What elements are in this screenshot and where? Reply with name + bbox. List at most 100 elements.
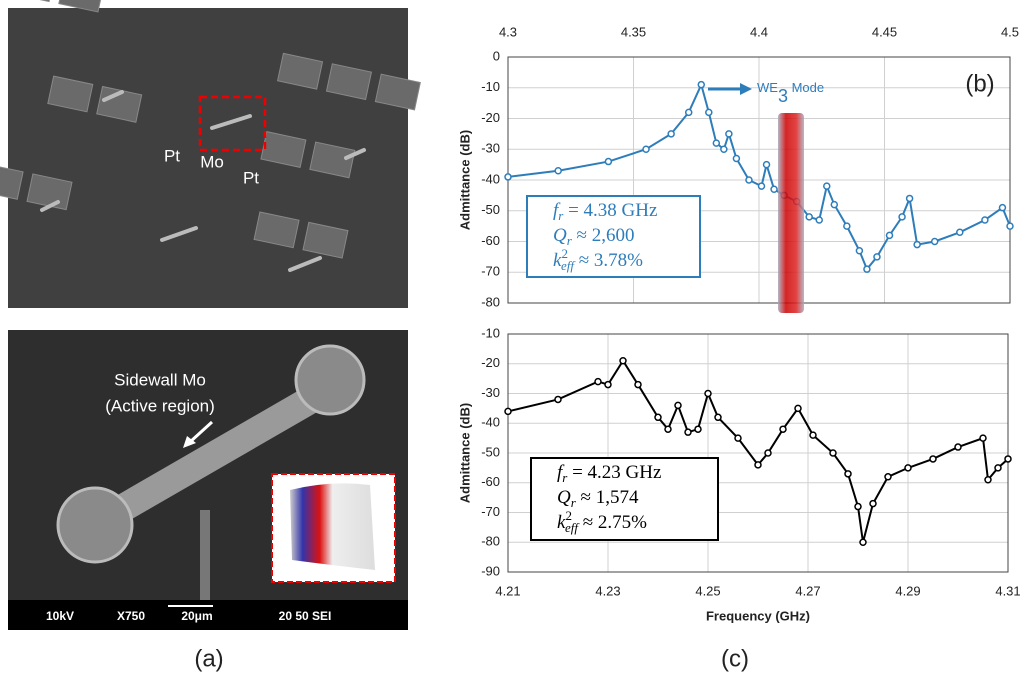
data-point xyxy=(957,229,963,235)
data-point xyxy=(985,477,991,483)
y-tick-label: -90 xyxy=(481,563,500,578)
y-tick-label: -40 xyxy=(481,415,500,430)
data-point xyxy=(999,205,1005,211)
x-tick-label: 4.23 xyxy=(595,583,620,598)
data-point xyxy=(907,195,913,201)
data-point xyxy=(759,183,765,189)
x-tick-label: 4.45 xyxy=(872,24,897,39)
x-tick-label: 4.29 xyxy=(895,583,920,598)
box-text: fr = 4.23 GHz xyxy=(557,462,661,485)
data-point xyxy=(845,471,851,477)
x-tick-label: 4.3 xyxy=(499,24,517,39)
data-point xyxy=(620,358,626,364)
data-point xyxy=(764,162,770,168)
y-tick-label: -70 xyxy=(481,264,500,279)
mode-shape-image xyxy=(778,113,804,313)
y-tick-label: -20 xyxy=(481,110,500,125)
data-point xyxy=(899,214,905,220)
panel-caption: (a) xyxy=(194,645,223,672)
data-point xyxy=(816,217,822,223)
math-symbol: Q xyxy=(553,225,567,246)
info-bar-text: 10kV xyxy=(46,609,74,623)
y-tick-label: -10 xyxy=(481,325,500,340)
y-tick-label: -80 xyxy=(481,534,500,549)
data-point xyxy=(721,146,727,152)
y-tick-label: -30 xyxy=(481,141,500,156)
data-point xyxy=(735,435,741,441)
y-tick-label: -50 xyxy=(481,202,500,217)
data-point xyxy=(795,405,801,411)
data-point xyxy=(605,382,611,388)
data-point xyxy=(860,539,866,545)
data-point xyxy=(555,168,561,174)
data-point xyxy=(831,202,837,208)
annotation-text: Mode xyxy=(788,80,824,95)
data-point xyxy=(595,379,601,385)
data-point xyxy=(905,465,911,471)
y-tick-label: 0 xyxy=(493,48,500,63)
data-point xyxy=(932,239,938,245)
box-text: Qr ≈ 1,574 xyxy=(557,487,639,510)
info-bar-text: 20 50 SEI xyxy=(279,609,332,623)
x-tick-label: 4.4 xyxy=(750,24,768,39)
y-tick-label: -60 xyxy=(481,233,500,248)
x-tick-label: 4.21 xyxy=(495,583,520,598)
data-point xyxy=(726,131,732,137)
data-point xyxy=(765,450,771,456)
y-tick-label: -50 xyxy=(481,444,500,459)
data-point xyxy=(887,232,893,238)
x-tick-label: 4.25 xyxy=(695,583,720,598)
y-tick-label: -40 xyxy=(481,171,500,186)
data-point xyxy=(1005,456,1011,462)
data-point xyxy=(755,462,761,468)
figure: Pt Mo Pt Sidewall Mo (Active region) 10k… xyxy=(0,0,1021,675)
info-bar-text: X750 xyxy=(117,609,145,623)
data-point xyxy=(830,450,836,456)
data-point xyxy=(713,140,719,146)
data-point xyxy=(746,177,752,183)
data-point xyxy=(675,402,681,408)
data-point xyxy=(864,266,870,272)
data-point xyxy=(505,174,511,180)
data-point xyxy=(715,414,721,420)
data-point xyxy=(885,474,891,480)
data-point xyxy=(733,155,739,161)
material-label: Pt xyxy=(243,168,259,187)
box-text: fr = 4.38 GHz xyxy=(553,200,657,223)
data-point xyxy=(1007,223,1013,229)
data-point xyxy=(806,214,812,220)
material-label: Mo xyxy=(200,152,224,171)
box-text-rest: ≈ 1,574 xyxy=(576,487,639,508)
data-point xyxy=(665,426,671,432)
data-point xyxy=(695,426,701,432)
box-text-rest: ≈ 2,600 xyxy=(572,225,635,246)
box-text-rest: ≈ 2.75% xyxy=(578,512,647,533)
data-point xyxy=(668,131,674,137)
data-point xyxy=(995,465,1001,471)
x-tick-label: 4.5 xyxy=(1001,24,1019,39)
data-point xyxy=(706,109,712,115)
data-point xyxy=(780,426,786,432)
math-symbol: Q xyxy=(557,487,571,508)
annotation-text: WE xyxy=(757,80,778,95)
y-axis-label: Admittance (dB) xyxy=(457,403,472,503)
subscript: 3 xyxy=(778,86,788,106)
data-point xyxy=(955,444,961,450)
box-text: Qr ≈ 2,600 xyxy=(553,225,634,248)
y-tick-label: -60 xyxy=(481,474,500,489)
panel-label: (b) xyxy=(965,70,994,97)
data-point xyxy=(855,504,861,510)
data-point xyxy=(930,456,936,462)
sem-image-bottom: Sidewall Mo (Active region) 10kV X750 20… xyxy=(8,330,408,630)
data-point xyxy=(856,248,862,254)
data-point xyxy=(555,396,561,402)
callout-text: Sidewall Mo xyxy=(114,370,206,389)
data-point xyxy=(655,414,661,420)
box-text-rest: = 4.23 GHz xyxy=(567,462,661,483)
y-tick-label: -10 xyxy=(481,79,500,94)
sem-image-top: Pt Mo Pt xyxy=(0,0,427,308)
data-point xyxy=(605,159,611,165)
data-point xyxy=(914,242,920,248)
